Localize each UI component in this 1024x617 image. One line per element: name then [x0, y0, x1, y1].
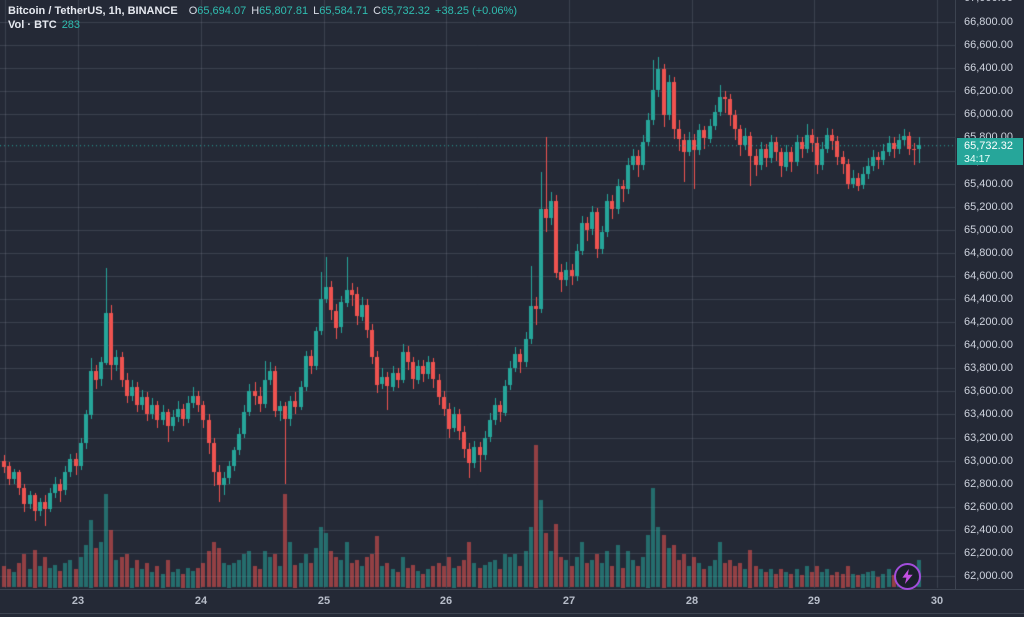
time-tick-label: 30	[930, 595, 944, 607]
symbol-title[interactable]: Bitcoin / TetherUS, 1h, BINANCE	[8, 5, 178, 17]
price-tick-label: 63,400.00	[964, 408, 1013, 420]
price-tick-label: 64,200.00	[964, 316, 1013, 328]
time-tick-label: 28	[685, 595, 699, 607]
lightning-bolt-icon	[902, 569, 913, 584]
price-tick-label: 66,200.00	[964, 85, 1013, 97]
time-tick-label: 27	[562, 595, 576, 607]
last-price-value: 65,732.32	[964, 140, 1013, 152]
price-tick-label: 66,400.00	[964, 62, 1013, 74]
volume-legend-row[interactable]: Vol · BTC 283	[8, 18, 517, 32]
change-value: +38.25 (+0.06%)	[435, 5, 517, 17]
price-tick-label: 64,400.00	[964, 293, 1013, 305]
volume-label: Vol · BTC	[8, 19, 57, 31]
price-tick-label: 65,400.00	[964, 178, 1013, 190]
time-axis[interactable]: 23 24 25 26 27 28 29 30	[0, 589, 1024, 614]
volume-value: 283	[61, 19, 81, 31]
price-tick-label: 63,600.00	[964, 385, 1013, 397]
quick-trade-button[interactable]	[894, 563, 921, 590]
close-value: 65,732.32	[381, 5, 431, 17]
price-tick-label: 65,000.00	[964, 224, 1013, 236]
price-tick-label: 63,200.00	[964, 432, 1013, 444]
price-tick-label: 66,800.00	[964, 16, 1013, 28]
time-tick-label: 29	[807, 595, 821, 607]
low-label: L	[313, 5, 320, 17]
high-label: H	[251, 5, 260, 17]
last-price-badge: 65,732.32 34:17	[957, 138, 1023, 165]
symbol-legend-row[interactable]: Bitcoin / TetherUS, 1h, BINANCE O65,694.0…	[8, 4, 517, 18]
price-tick-label: 64,800.00	[964, 247, 1013, 259]
price-axis[interactable]: 62,000.00 62,200.00 62,400.00 62,600.00 62,8…	[955, 0, 1024, 589]
time-tick-label: 23	[71, 595, 85, 607]
time-tick-label: 26	[439, 595, 453, 607]
open-label: O	[188, 5, 198, 17]
bar-countdown: 34:17	[964, 153, 991, 165]
chart-legend: Bitcoin / TetherUS, 1h, BINANCE O65,694.0…	[8, 4, 517, 32]
price-tick-label-partial: 67,000.00	[964, 0, 1013, 4]
price-tick-label: 64,600.00	[964, 270, 1013, 282]
price-tick-label: 63,000.00	[964, 455, 1013, 467]
time-tick-label: 24	[194, 595, 208, 607]
price-tick-label: 62,800.00	[964, 478, 1013, 490]
price-tick-label: 66,600.00	[964, 39, 1013, 51]
price-tick-label: 62,000.00	[964, 570, 1013, 582]
price-tick-label: 62,600.00	[964, 501, 1013, 513]
price-tick-label: 66,000.00	[964, 108, 1013, 120]
price-tick-label: 64,000.00	[964, 339, 1013, 351]
close-label: C	[373, 5, 382, 17]
price-tick-label: 62,400.00	[964, 524, 1013, 536]
open-value: 65,694.07	[197, 5, 247, 17]
high-value: 65,807.81	[259, 5, 309, 17]
price-tick-label: 63,800.00	[964, 362, 1013, 374]
bottom-divider	[0, 613, 1024, 614]
price-tick-label: 62,200.00	[964, 547, 1013, 559]
price-tick-label: 65,200.00	[964, 201, 1013, 213]
time-tick-label: 25	[317, 595, 331, 607]
low-value: 65,584.71	[319, 5, 369, 17]
